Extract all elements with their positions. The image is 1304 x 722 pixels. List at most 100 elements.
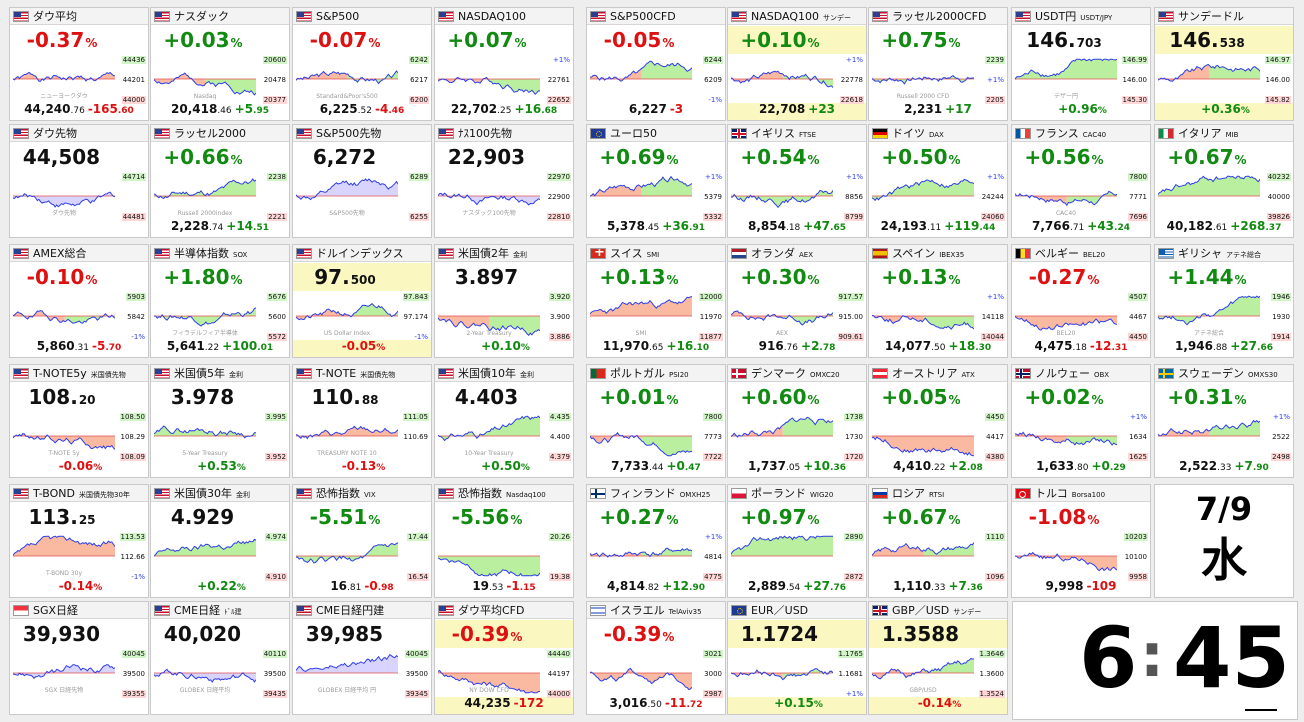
market-tile[interactable]: 米国債10年 金利 4.403 10-Year Treasury 4.435 4.400 4… (434, 364, 574, 478)
market-tile[interactable]: イスラエル TelAviv35 -0.39% 3021 3000 2987 3,016.50… (586, 601, 726, 715)
headline-value: 146.538 (1155, 26, 1259, 57)
change-int: +17 (945, 102, 972, 116)
market-tile[interactable]: ダウ平均CFD -0.39% NY DOW CFD 44440 44197 44000 44… (434, 601, 574, 715)
flag-sg-icon (13, 605, 29, 616)
market-tile[interactable]: ラッセル2000CFD +0.75% Russell 2000 CFD 2239 +1%… (868, 7, 1008, 121)
chart-watermark: ナスダック100先物 (462, 209, 515, 217)
chart-fill-area (1209, 420, 1260, 436)
market-tile[interactable]: ﾅｽ100先物 22,903 ナスダック100先物 22970 22900 22810 (434, 124, 574, 238)
market-tile[interactable]: ギリシャ アテネ総合 +1.44% アテネ総合 1946 1930 1914 1,946.88… (1154, 244, 1294, 358)
headline-value: 40,020 (151, 620, 255, 651)
chart-fill-area (154, 179, 256, 199)
change-value: +27.66 (1230, 339, 1273, 353)
market-tile[interactable]: S&P500先物 6,272 S&P500先物 6289 6255 (292, 124, 432, 238)
price-footer: 44,235 -172 (435, 696, 573, 713)
market-tile[interactable]: サンデードル 146.538 146.97 146.00 145.82 +0.36% (1154, 7, 1294, 121)
change-int: -1 (506, 579, 520, 593)
market-tile[interactable]: ポルトガル PSI20 +0.01% 7800 7773 7722 7,733.44 +0.4… (586, 364, 726, 478)
market-tile[interactable]: ナスダック +0.03% Nasdaq 20600 20478 20377 20,418.4… (150, 7, 290, 121)
instrument-sublabel: 金利 (236, 491, 250, 499)
market-tile[interactable]: フランス CAC40 +0.56% CAC40 7800 7771 7696 7,766.71… (1011, 124, 1151, 238)
market-tile[interactable]: T-NOTE 米国債先物 110.88 TREASURY NOTE 10 111.05 1… (292, 364, 432, 478)
market-tile[interactable]: 恐怖指数 Nasdaq100 -5.56% 20.26 19.38 19.53 -1.15 (434, 484, 574, 598)
instrument-sublabel: BEL20 (1083, 251, 1106, 259)
tile-header: AMEX総合 (10, 245, 148, 262)
axis-label: 97.174 (402, 313, 429, 321)
price-line (590, 60, 692, 82)
market-tile[interactable]: オランダ AEX +0.30% AEX 917.57 915.00 909.61 916.76… (727, 244, 867, 358)
instrument-name: 米国債30年 金利 (174, 486, 250, 503)
market-tile[interactable]: 米国債30年 金利 4.929 4.974 4.910 +0.22% (150, 484, 290, 598)
instrument-label: オーストリア (892, 367, 958, 380)
headline-value: -0.05% (587, 26, 691, 57)
price-footer: 4,410.22 +2.08 (869, 459, 1007, 476)
market-tile[interactable]: ポーランド WIG20 +0.97% 2890 2872 2,889.54 +27.76 (727, 484, 867, 598)
market-tile[interactable]: オーストリア ATX +0.05% 4450 4417 4380 4,410.22 +2.08 (868, 364, 1008, 478)
tile-header: T-NOTE 米国債先物 (293, 365, 431, 382)
headline-suffix: % (510, 630, 523, 644)
market-tile[interactable]: イタリア MIB +0.67% 40232 40000 39826 40,182.61 +26… (1154, 124, 1294, 238)
last-price-int: 4,814 (606, 579, 645, 593)
market-tile[interactable]: T-NOTE5y 米国債先物 108.20 T-NOTE 5y 108.50 108.29… (9, 364, 149, 478)
market-tile[interactable]: ロシア RTSI +0.67% 1110 1096 1,110.33 +7.36 (868, 484, 1008, 598)
instrument-sublabel: WIG20 (810, 491, 834, 499)
market-tile[interactable]: ノルウェー OBX +0.02% +1% 1634 1625 1,633.80 +0.29 (1011, 364, 1151, 478)
tile-header: ダウ平均CFD (435, 602, 573, 619)
market-tile[interactable]: AMEX総合 -0.10% 5903 5842 -1% 5,860.31 -5.70 (9, 244, 149, 358)
market-tile[interactable]: SGX日経 39,930 SGX 日経先物 40045 39500 39355 (9, 601, 149, 715)
chart-watermark: US Dollar Index (324, 330, 371, 337)
intraday-chart (590, 175, 692, 197)
market-tile[interactable]: デンマーク OMXC20 +0.60% 1738 1730 1720 1,737.05 +10… (727, 364, 867, 478)
market-tile[interactable]: CME日経円建 39,985 GLOBEX 日経平均 円 40045 39500 3934… (292, 601, 432, 715)
axis-label: 20.26 (548, 533, 571, 541)
change-int: +0.15 (774, 696, 814, 710)
market-tile[interactable]: S&P500CFD -0.05% 6244 6209 -1% 6,227 -3 (586, 7, 726, 121)
change-int: -5 (92, 339, 106, 353)
market-tile[interactable]: USDT円 USDT/JPY 146.703 テザー円 146.99 146.00 145.… (1011, 7, 1151, 121)
market-tile[interactable]: ドイツ DAX +0.50% +1% 24244 24060 24,193.11 +119.4… (868, 124, 1008, 238)
headline-suffix: 703 (1076, 36, 1102, 50)
market-tile[interactable]: スウェーデン OMXS30 +0.31% +1% 2522 2498 2,522.33 +7.… (1154, 364, 1294, 478)
instrument-label: オランダ (751, 247, 795, 260)
market-tile[interactable]: フィンランド OMXH25 +0.27% +1% 4814 4775 4,814.82 +12… (586, 484, 726, 598)
price-line (296, 70, 398, 85)
market-tile[interactable]: ドルインデックス 97.500 US Dollar Index 97.843 97.17… (292, 244, 432, 358)
market-tile[interactable]: スイスSMI+0.13%SMI12000119701187711,970.65+… (586, 244, 726, 358)
market-tile[interactable]: 米国債5年 金利 3.978 5-Year Treasury 3.995 3.952 +0.… (150, 364, 290, 478)
instrument-name: SGX日経 (33, 603, 78, 618)
market-tile[interactable]: イギリス FTSE +0.54% +1% 8856 8799 8,854.18 +47.65 (727, 124, 867, 238)
market-tile[interactable]: トルコ Borsa100 -1.08% 10203 10100 9958 9,998 -109 (1011, 484, 1151, 598)
market-tile[interactable]: NASDAQ100 サンデー +0.10% +1% 22778 22618 22,708 +2… (727, 7, 867, 121)
last-price-int: 4,410 (893, 459, 932, 473)
price-line (731, 310, 833, 326)
market-tile[interactable]: CME日経 ﾄﾞﾙ建 40,020 GLOBEX 日経平均 40110 39500 3943… (150, 601, 290, 715)
market-tile[interactable]: ユーロ50 +0.69% +1% 5379 5332 5,378.45 +36.91 (586, 124, 726, 238)
market-tile[interactable]: ダウ平均 -0.37% ニューヨークダウ 44436 44201 44000 44,240.… (9, 7, 149, 121)
market-tile[interactable]: ダウ先物 44,508 ダウ先物 44714 44481 (9, 124, 149, 238)
price-line (590, 431, 692, 457)
market-tile[interactable]: EUR／USD 1.1724 1.1765 1.1681 +1% +0.15% (727, 601, 867, 715)
market-tile[interactable]: S&P500 -0.07% Standard&Poor's500 6242 6217 62… (292, 7, 432, 121)
change-int: +0.22 (197, 579, 237, 593)
instrument-name: USDT円 USDT/JPY (1035, 9, 1112, 26)
market-tile[interactable]: 恐怖指数 VIX -5.51% 17.44 16.54 16.81 -0.98 (292, 484, 432, 598)
instrument-sublabel: SMI (646, 251, 660, 259)
headline-main: +1.80 (163, 265, 230, 289)
axis-label: 4814 (703, 553, 723, 561)
tile-header: EUR／USD (728, 602, 866, 619)
market-tile[interactable]: 米国債2年 金利 3.897 2-Year Treasury 3.920 3.900 3.8… (434, 244, 574, 358)
market-tile[interactable]: ラッセル2000 +0.66% Russell 2000index 2238 2221 2… (150, 124, 290, 238)
change-dec: .10 (693, 343, 710, 353)
market-tile[interactable]: スペイン IBEX35 +0.13% +1% 14118 14044 14,077.50 +1… (868, 244, 1008, 358)
market-tile[interactable]: GBP／USD サンデー 1.3588 GBP/USD 1.3646 1.3600 1.35… (868, 601, 1008, 715)
change-int: +5 (234, 102, 254, 116)
tile-header: T-NOTE5y 米国債先物 (10, 365, 148, 382)
intraday-chart: GLOBEX 日経平均 円 (296, 653, 398, 694)
market-tile[interactable]: ベルギー BEL20 -0.27% BEL20 4507 4467 4450 4,475.18… (1011, 244, 1151, 358)
instrument-name: オーストリア ATX (892, 366, 975, 383)
market-tile[interactable]: 半導体指数 SOX +1.80% フィラデルフィア半導体 5676 5600 5572 5,6… (150, 244, 290, 358)
chart-watermark: GLOBEX 日経平均 円 (318, 686, 376, 694)
market-tile[interactable]: NASDAQ100 +0.07% +1% 22761 22652 22,702.25 +16… (434, 7, 574, 121)
market-tile[interactable]: T-BOND 米国債先物30年 113.25 T-BOND 30y 113.53 112.… (9, 484, 149, 598)
